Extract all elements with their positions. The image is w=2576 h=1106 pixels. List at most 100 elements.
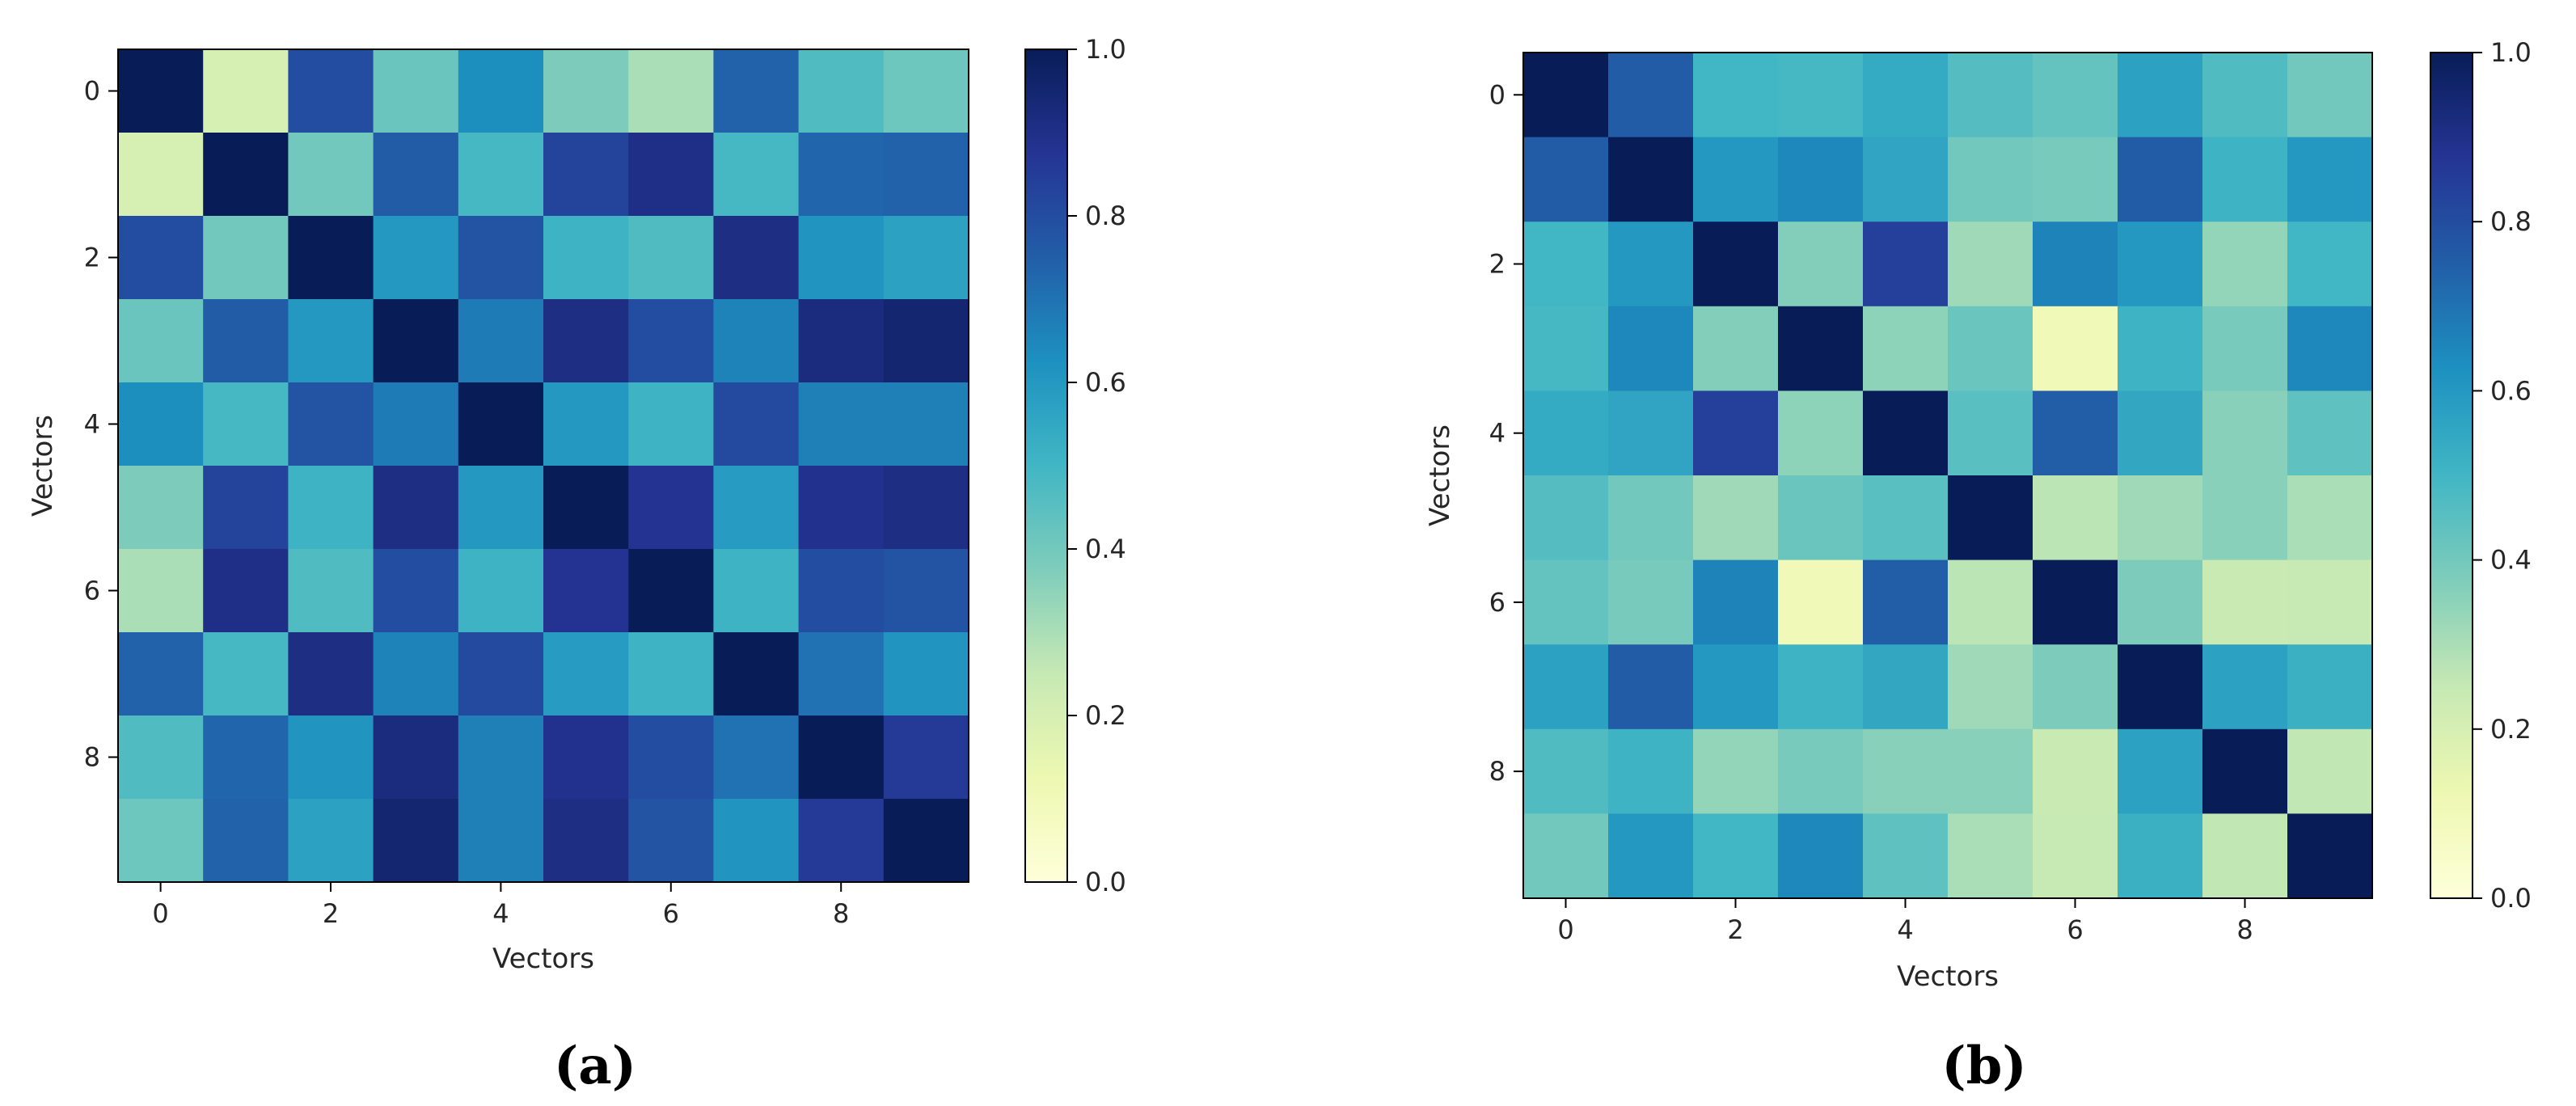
heatmap-cell-a-r0-c6 [628,49,714,133]
heatmap-cell-b-r4-c4 [1863,390,1949,476]
heatmap-cell-b-r6-c0 [1523,559,1609,645]
heatmap-cell-a-r1-c2 [288,133,374,217]
heatmap-cell-b-r3-c1 [1608,306,1694,391]
heatmap-cell-b-r0-c3 [1778,53,1864,138]
heatmap-cell-b-r6-c1 [1608,559,1694,645]
heatmap-cell-b-r3-c8 [2202,306,2288,391]
heatmap-cell-b-r3-c4 [1863,306,1949,391]
colorbar-tick-label-b-3: 0.6 [2490,375,2532,406]
heatmap-panel-b: 0 2 4 6 8 0 2 4 6 8 Vectors Vectors 0.0 0.2 0.4 0.6… [1424,37,2532,1096]
x-tick-label-a-1: 2 [323,898,339,929]
heatmap-cell-a-r7-c2 [288,632,374,716]
heatmap-cell-b-r0-c2 [1693,53,1779,138]
heatmap-cell-a-r7-c9 [883,632,969,716]
heatmap-cell-a-r6-c7 [713,549,800,633]
heatmap-cell-b-r3-c2 [1693,306,1779,391]
heatmap-cell-b-r7-c0 [1523,644,1609,730]
heatmap-cell-a-r8-c6 [628,716,714,800]
heatmap-cell-a-r4-c7 [713,382,800,466]
heatmap-cell-b-r8-c9 [2287,728,2373,814]
y-tick-label-a-1: 2 [84,243,100,273]
x-tick-label-a-0: 0 [152,898,168,929]
heatmap-cell-b-r9-c3 [1778,813,1864,899]
y-tick-label-b-4: 8 [1489,756,1505,787]
colorbar-tick-label-b-1: 0.2 [2490,714,2532,745]
y-tick-label-b-3: 6 [1489,587,1505,618]
x-tick-label-a-4: 8 [833,898,849,929]
heatmap-cell-b-r7-c3 [1778,644,1864,730]
x-axis-label-a: Vectors [492,943,594,975]
heatmap-cell-a-r7-c7 [713,632,800,716]
heatmap-cell-b-r2-c7 [2118,222,2203,307]
heatmap-cell-b-r8-c0 [1523,728,1609,814]
heatmap-cell-b-r9-c2 [1693,813,1779,899]
heatmap-cell-b-r6-c3 [1778,559,1864,645]
heatmap-cell-a-r5-c4 [458,466,544,550]
heatmap-cell-b-r8-c1 [1608,728,1694,814]
heatmap-cell-b-r2-c1 [1608,222,1694,307]
heatmap-cell-b-r1-c4 [1863,137,1949,222]
heatmap-cell-a-r1-c4 [458,133,544,217]
heatmap-cell-a-r6-c3 [373,549,459,633]
heatmap-cell-b-r8-c8 [2202,728,2288,814]
heatmap-cell-a-r2-c8 [798,216,885,300]
heatmap-cell-b-r5-c3 [1778,475,1864,561]
heatmap-cell-a-r8-c7 [713,716,800,800]
heatmap-cell-b-r7-c2 [1693,644,1779,730]
heatmap-cell-b-r6-c6 [2033,559,2118,645]
heatmap-cell-b-r6-c2 [1693,559,1779,645]
heatmap-cell-a-r9-c3 [373,799,459,883]
heatmap-cell-a-r3-c4 [458,299,544,383]
heatmap-cell-a-r3-c3 [373,299,459,383]
heatmap-cells-b [1523,53,2373,899]
heatmap-cell-b-r1-c5 [1948,137,2033,222]
heatmap-cell-b-r1-c3 [1778,137,1864,222]
heatmap-cell-b-r6-c4 [1863,559,1949,645]
heatmap-cell-a-r8-c0 [118,716,204,800]
heatmap-cell-a-r6-c0 [118,549,204,633]
heatmap-cell-a-r8-c4 [458,716,544,800]
heatmap-cell-b-r4-c2 [1693,390,1779,476]
heatmap-cell-b-r5-c6 [2033,475,2118,561]
heatmap-cell-b-r2-c9 [2287,222,2373,307]
heatmap-cell-a-r1-c9 [883,133,969,217]
x-tick-label-b-3: 6 [2067,914,2083,945]
heatmap-cell-b-r1-c6 [2033,137,2118,222]
heatmap-cell-b-r1-c7 [2118,137,2203,222]
heatmap-cell-a-r8-c1 [203,716,289,800]
heatmap-cell-a-r9-c2 [288,799,374,883]
y-tick-label-a-2: 4 [84,409,100,440]
heatmap-cell-b-r9-c9 [2287,813,2373,899]
heatmap-cell-a-r0-c7 [713,49,800,133]
heatmap-cell-b-r4-c0 [1523,390,1609,476]
colorbar-tick-label-a-0: 0.0 [1085,867,1126,897]
heatmap-cell-a-r5-c3 [373,466,459,550]
heatmap-cell-a-r0-c1 [203,49,289,133]
heatmap-cell-b-r9-c6 [2033,813,2118,899]
heatmap-cell-a-r3-c5 [543,299,629,383]
x-tick-label-b-1: 2 [1727,914,1743,945]
heatmap-cell-a-r4-c4 [458,382,544,466]
heatmap-cell-b-r1-c2 [1693,137,1779,222]
heatmap-cell-b-r5-c7 [2118,475,2203,561]
heatmap-cell-a-r7-c3 [373,632,459,716]
heatmap-cells-a [118,49,969,883]
heatmap-cell-a-r2-c3 [373,216,459,300]
heatmap-cell-b-r3-c0 [1523,306,1609,391]
x-tick-label-b-4: 8 [2236,914,2253,945]
heatmap-cell-b-r8-c5 [1948,728,2033,814]
heatmap-cell-a-r0-c8 [798,49,885,133]
heatmap-cell-b-r2-c5 [1948,222,2033,307]
heatmap-cell-a-r1-c7 [713,133,800,217]
heatmap-cell-a-r9-c1 [203,799,289,883]
heatmap-cell-a-r0-c0 [118,49,204,133]
heatmap-cell-b-r0-c5 [1948,53,2033,138]
heatmap-cell-a-r4-c3 [373,382,459,466]
heatmap-cell-b-r8-c2 [1693,728,1779,814]
heatmap-cell-b-r2-c6 [2033,222,2118,307]
heatmap-cell-a-r0-c3 [373,49,459,133]
heatmap-cell-a-r0-c2 [288,49,374,133]
heatmap-cell-a-r0-c5 [543,49,629,133]
heatmap-cell-a-r3-c1 [203,299,289,383]
heatmap-cell-a-r3-c8 [798,299,885,383]
